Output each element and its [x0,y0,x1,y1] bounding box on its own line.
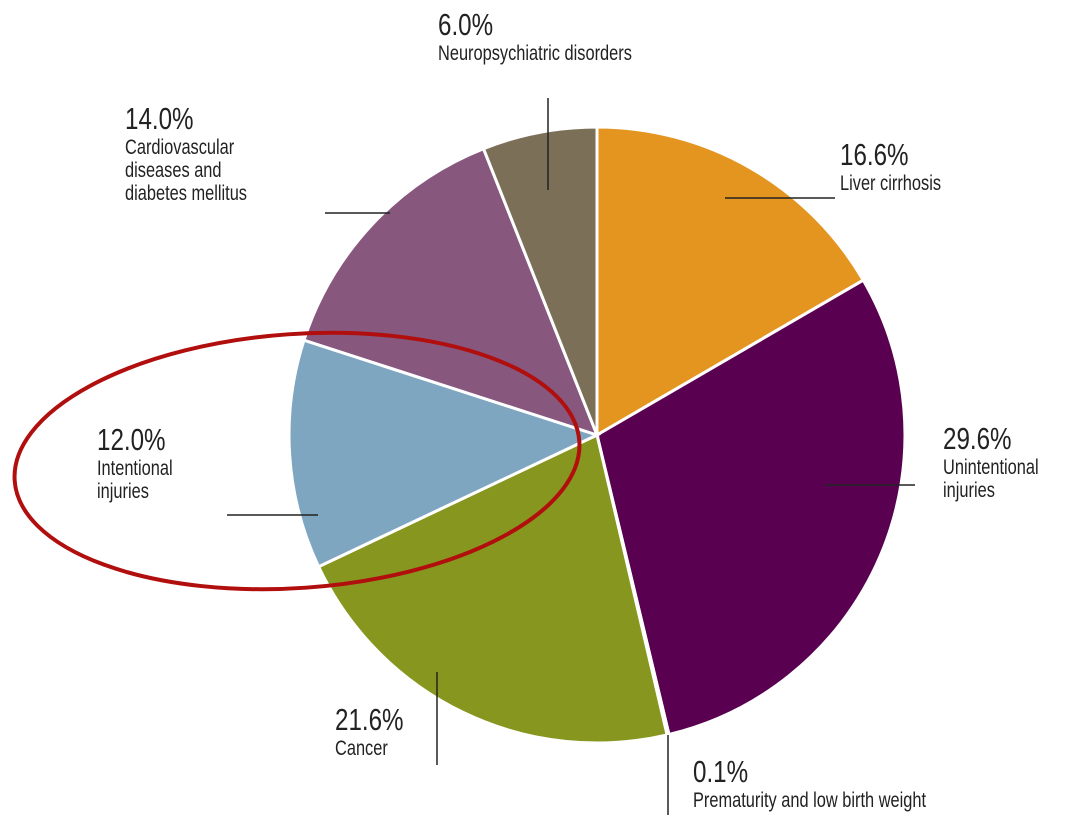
slice-label: 12.0% Intentional injuries [97,422,206,504]
slice-label: 0.1% Prematurity and low birth weight [693,754,927,813]
value-label: 21.6% [335,702,404,737]
category-label: Neuropsychiatric disorders [438,42,632,65]
slice-label: 29.6% Unintentional injuries [943,421,1060,503]
category-label: Unintentional injuries [943,456,1039,502]
value-label: 14.0% [125,101,194,136]
category-label: Cardiovascular diseases and diabetes mel… [125,136,248,205]
slice-label: 6.0% Neuropsychiatric disorders [438,7,632,66]
wedge [287,338,602,569]
wedge [595,125,866,438]
wedge [595,278,907,737]
wedges [287,125,907,745]
highlight-ellipse [12,330,582,592]
slice-label: 21.6% Cancer [335,702,404,761]
slice-label: 14.0% Cardiovascular diseases and diabete… [125,101,269,206]
leaders [227,98,915,815]
wedge [302,146,600,438]
value-label: 12.0% [97,422,166,457]
value-label: 6.0% [438,7,494,42]
value-label: 0.1% [693,754,749,789]
category-label: Intentional injuries [97,457,173,503]
wedge [316,432,669,745]
category-label: Liver cirrhosis [840,172,942,195]
value-label: 16.6% [840,137,909,172]
category-label: Prematurity and low birth weight [693,789,927,812]
category-label: Cancer [335,737,388,760]
wedge [481,125,599,436]
slice-label: 16.6% Liver cirrhosis [840,137,942,196]
value-label: 29.6% [943,421,1012,456]
